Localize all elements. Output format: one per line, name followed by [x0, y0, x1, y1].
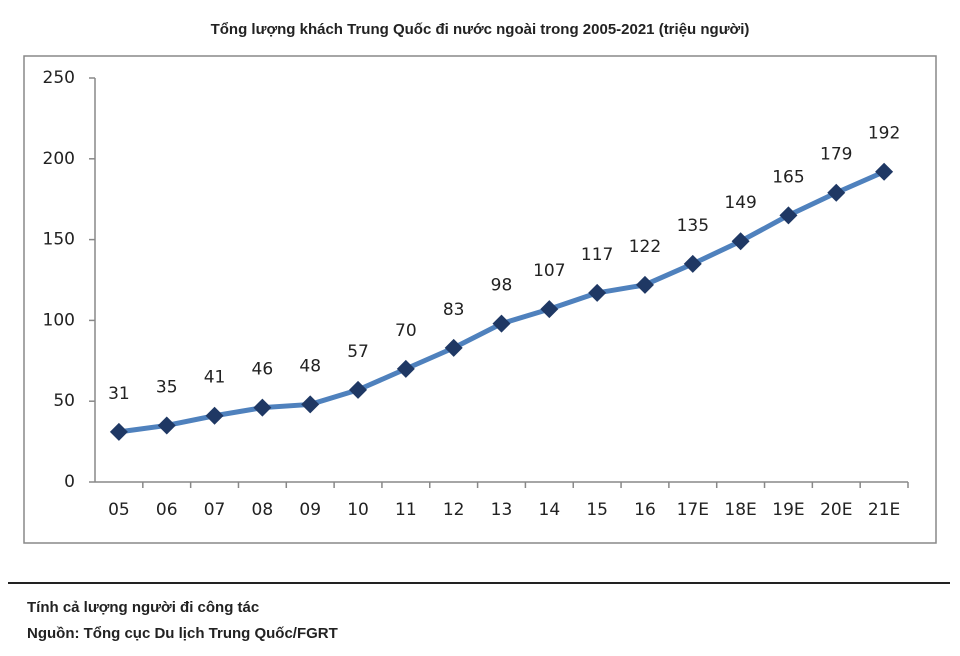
- marker: [588, 283, 607, 302]
- data-label: 70: [395, 321, 417, 341]
- marker: [205, 406, 224, 425]
- data-label: 117: [581, 245, 613, 265]
- marker: [349, 380, 368, 399]
- x-tick-label: 20E: [820, 500, 852, 520]
- data-label: 179: [820, 145, 852, 165]
- chart-title: Tổng lượng khách Trung Quốc đi nước ngoà…: [211, 21, 750, 38]
- marker: [540, 300, 559, 319]
- data-label: 135: [677, 216, 709, 236]
- x-tick-label: 14: [539, 500, 561, 520]
- y-tick-label: 250: [43, 68, 75, 88]
- marker: [396, 359, 415, 378]
- chart-frame: [23, 55, 937, 544]
- x-tick-label: 12: [443, 500, 465, 520]
- x-tick-label: 21E: [868, 500, 900, 520]
- data-label: 165: [772, 167, 804, 187]
- x-tick-label: 17E: [677, 500, 709, 520]
- data-label: 192: [868, 124, 900, 144]
- data-label: 41: [204, 368, 226, 388]
- x-tick-label: 16: [634, 500, 656, 520]
- data-label: 149: [724, 193, 756, 213]
- y-tick-label: 200: [43, 149, 75, 169]
- marker: [827, 183, 846, 202]
- data-label: 31: [108, 384, 130, 404]
- data-label: 83: [443, 300, 465, 320]
- x-tick-label: 11: [395, 500, 417, 520]
- marker: [444, 338, 463, 357]
- x-tick-label: 07: [204, 500, 226, 520]
- x-tick-label: 06: [156, 500, 178, 520]
- marker: [253, 398, 272, 417]
- y-tick-label: 0: [64, 472, 75, 492]
- marker: [157, 416, 176, 435]
- x-tick-label: 09: [299, 500, 321, 520]
- x-tick-label: 05: [108, 500, 130, 520]
- line: [118, 169, 886, 435]
- x-tick-label: 18E: [724, 500, 756, 520]
- x-tick-label: 19E: [772, 500, 804, 520]
- note: Nguồn: Tổng cục Du lịch Trung Quốc/FGRT: [27, 625, 338, 642]
- data-label: 46: [252, 360, 274, 380]
- y-tick-label: 150: [43, 230, 75, 250]
- x-tick-label: 15: [586, 500, 608, 520]
- marker: [875, 162, 894, 181]
- note: Tính cả lượng người đi công tác: [27, 599, 259, 616]
- x-tick-label: 10: [347, 500, 369, 520]
- marker: [635, 275, 654, 294]
- marker: [779, 206, 798, 225]
- y-tick-label: 50: [53, 391, 75, 411]
- marker: [109, 422, 128, 441]
- marker: [731, 232, 750, 251]
- marker: [492, 314, 511, 333]
- data-label: 35: [156, 377, 178, 397]
- data-label: 98: [491, 276, 513, 296]
- y-tick-label: 100: [43, 310, 75, 330]
- marker: [683, 254, 702, 273]
- marker: [301, 395, 320, 414]
- x-tick-label: 08: [252, 500, 274, 520]
- data-label: 57: [347, 342, 369, 362]
- x-tick-label: 13: [491, 500, 513, 520]
- data-label: 48: [299, 356, 321, 376]
- data-label: 107: [533, 261, 565, 281]
- data-label: 122: [629, 237, 661, 257]
